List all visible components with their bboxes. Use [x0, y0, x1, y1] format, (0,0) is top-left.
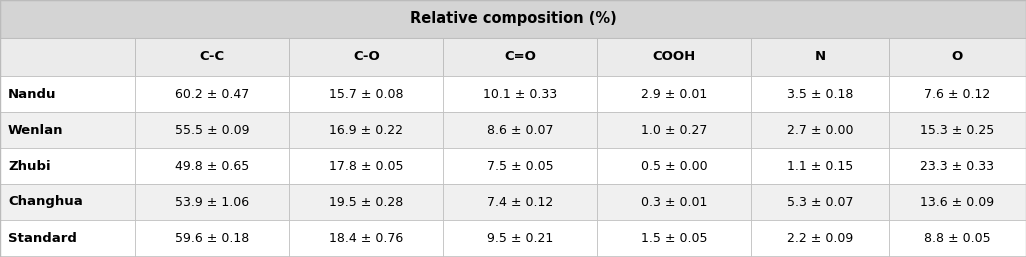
Bar: [751, 184, 889, 220]
Text: 1.0 ± 0.27: 1.0 ± 0.27: [641, 124, 708, 136]
Text: 1.1 ± 0.15: 1.1 ± 0.15: [787, 160, 853, 172]
Bar: [0, 112, 135, 148]
Text: 59.6 ± 0.18: 59.6 ± 0.18: [175, 232, 249, 244]
Text: 7.4 ± 0.12: 7.4 ± 0.12: [487, 196, 553, 208]
Bar: [889, 38, 1026, 76]
Bar: [135, 38, 289, 76]
Text: C-O: C-O: [353, 50, 380, 63]
Text: 13.6 ± 0.09: 13.6 ± 0.09: [920, 196, 994, 208]
Bar: [0, 220, 135, 256]
Bar: [889, 112, 1026, 148]
Bar: [443, 220, 597, 256]
Text: 1.5 ± 0.05: 1.5 ± 0.05: [641, 232, 708, 244]
Text: Nandu: Nandu: [8, 87, 56, 100]
Bar: [135, 76, 289, 112]
Text: 7.5 ± 0.05: 7.5 ± 0.05: [487, 160, 554, 172]
Bar: [443, 76, 597, 112]
Bar: [443, 112, 597, 148]
Text: 16.9 ± 0.22: 16.9 ± 0.22: [329, 124, 403, 136]
Text: 9.5 ± 0.21: 9.5 ± 0.21: [487, 232, 553, 244]
Text: 23.3 ± 0.33: 23.3 ± 0.33: [920, 160, 994, 172]
Bar: [597, 184, 751, 220]
Bar: [289, 184, 443, 220]
Bar: [135, 220, 289, 256]
Bar: [289, 76, 443, 112]
Bar: [597, 76, 751, 112]
Bar: [289, 148, 443, 184]
Bar: [135, 148, 289, 184]
Text: 15.7 ± 0.08: 15.7 ± 0.08: [329, 87, 403, 100]
Bar: [597, 148, 751, 184]
Bar: [751, 38, 889, 76]
Text: 60.2 ± 0.47: 60.2 ± 0.47: [175, 87, 249, 100]
Text: Wenlan: Wenlan: [8, 124, 64, 136]
Bar: [443, 148, 597, 184]
Bar: [443, 184, 597, 220]
Text: 8.8 ± 0.05: 8.8 ± 0.05: [924, 232, 991, 244]
Bar: [135, 184, 289, 220]
Bar: [751, 76, 889, 112]
Text: 8.6 ± 0.07: 8.6 ± 0.07: [487, 124, 554, 136]
Bar: [889, 76, 1026, 112]
Text: 19.5 ± 0.28: 19.5 ± 0.28: [329, 196, 403, 208]
Text: 2.2 ± 0.09: 2.2 ± 0.09: [787, 232, 853, 244]
Text: 2.7 ± 0.00: 2.7 ± 0.00: [787, 124, 854, 136]
Text: N: N: [815, 50, 826, 63]
Bar: [289, 38, 443, 76]
Bar: [443, 38, 597, 76]
Text: 17.8 ± 0.05: 17.8 ± 0.05: [329, 160, 403, 172]
Bar: [135, 112, 289, 148]
Bar: [0, 38, 135, 76]
Text: 10.1 ± 0.33: 10.1 ± 0.33: [483, 87, 557, 100]
Bar: [751, 112, 889, 148]
Text: Relative composition (%): Relative composition (%): [409, 12, 617, 26]
Text: 55.5 ± 0.09: 55.5 ± 0.09: [175, 124, 249, 136]
Text: Zhubi: Zhubi: [8, 160, 50, 172]
Text: 15.3 ± 0.25: 15.3 ± 0.25: [920, 124, 994, 136]
Text: 0.3 ± 0.01: 0.3 ± 0.01: [641, 196, 708, 208]
Bar: [597, 220, 751, 256]
Text: 2.9 ± 0.01: 2.9 ± 0.01: [641, 87, 707, 100]
Bar: [289, 220, 443, 256]
Bar: [751, 220, 889, 256]
Text: 18.4 ± 0.76: 18.4 ± 0.76: [329, 232, 403, 244]
Text: 3.5 ± 0.18: 3.5 ± 0.18: [787, 87, 854, 100]
Text: Changhua: Changhua: [8, 196, 83, 208]
Bar: [0, 148, 135, 184]
Bar: [889, 220, 1026, 256]
Bar: [751, 148, 889, 184]
Text: 7.6 ± 0.12: 7.6 ± 0.12: [924, 87, 990, 100]
Text: O: O: [952, 50, 963, 63]
Bar: [889, 184, 1026, 220]
Bar: [289, 112, 443, 148]
Text: 49.8 ± 0.65: 49.8 ± 0.65: [175, 160, 249, 172]
Bar: [597, 112, 751, 148]
Text: C-C: C-C: [200, 50, 225, 63]
Text: 53.9 ± 1.06: 53.9 ± 1.06: [175, 196, 249, 208]
Text: 0.5 ± 0.00: 0.5 ± 0.00: [641, 160, 708, 172]
Bar: [0, 76, 135, 112]
Bar: [0, 184, 135, 220]
Bar: [597, 38, 751, 76]
Text: COOH: COOH: [653, 50, 696, 63]
Bar: [0, 0, 1026, 38]
Text: Standard: Standard: [8, 232, 77, 244]
Text: 5.3 ± 0.07: 5.3 ± 0.07: [787, 196, 854, 208]
Bar: [889, 148, 1026, 184]
Text: C=O: C=O: [505, 50, 537, 63]
